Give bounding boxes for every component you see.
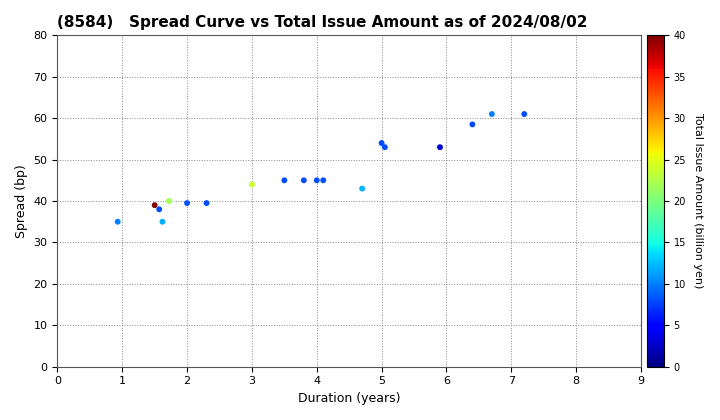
Point — [153, 206, 165, 213]
Point — [246, 181, 258, 188]
Point — [318, 177, 329, 184]
Point — [467, 121, 478, 128]
Y-axis label: Total Issue Amount (billion yen): Total Issue Amount (billion yen) — [693, 113, 703, 289]
Point — [149, 202, 161, 209]
Point — [379, 144, 391, 150]
Point — [279, 177, 290, 184]
Point — [486, 111, 498, 118]
Point — [311, 177, 323, 184]
Point — [376, 140, 387, 147]
Point — [434, 144, 446, 150]
X-axis label: Duration (years): Duration (years) — [298, 392, 400, 405]
Point — [181, 200, 193, 207]
Point — [163, 198, 175, 205]
Text: (8584)   Spread Curve vs Total Issue Amount as of 2024/08/02: (8584) Spread Curve vs Total Issue Amoun… — [58, 15, 588, 30]
Point — [356, 185, 368, 192]
Point — [112, 218, 123, 225]
Y-axis label: Spread (bp): Spread (bp) — [15, 164, 28, 238]
Point — [201, 200, 212, 207]
Point — [298, 177, 310, 184]
Point — [157, 218, 168, 225]
Point — [518, 111, 530, 118]
